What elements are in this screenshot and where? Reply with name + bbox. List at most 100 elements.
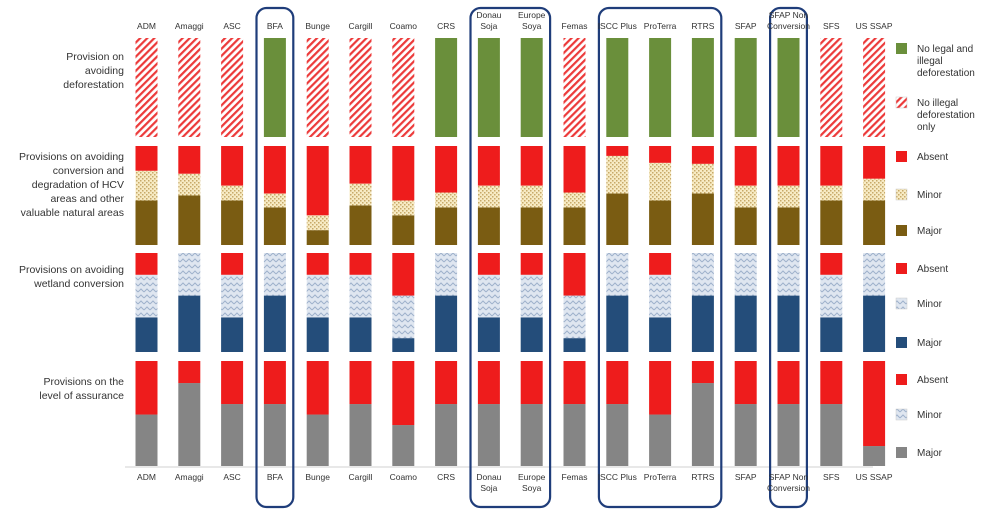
category-label-top: ISCC Plus (598, 21, 637, 31)
bar-segment-major-adm (135, 200, 158, 245)
bar-segment-minor-sfap (734, 185, 757, 208)
bar-segment-minor-proterra (649, 274, 672, 318)
bar-segment-absent-bfa (263, 146, 286, 194)
bar-segment-minor-asc (221, 274, 244, 318)
legend-label-major: Major (917, 226, 943, 237)
bar-segment-major-femas (563, 404, 586, 466)
bar-segment-absent-femas (563, 146, 586, 193)
bar-segment-absent-coamo (392, 146, 415, 201)
bar-segment-major-sfs (820, 200, 843, 245)
bar-segment-absent-rtrs (691, 146, 714, 164)
bar-segment-absent-iscc-plus (606, 361, 629, 405)
category-label-bottom: Femas (562, 472, 588, 482)
bar-segment-absent-amaggi (178, 146, 201, 174)
bar-segment-major-sfap (734, 295, 757, 352)
bar-segment-absent-iscc-plus (606, 146, 629, 156)
bar-segment-major-rtrs (691, 295, 714, 352)
bar-segment-minor-donau-soja (477, 185, 500, 208)
bar-segment-absent-us-ssap (863, 146, 886, 179)
category-label-bottom: Coamo (390, 472, 418, 482)
bar-segment-major-rtrs (691, 383, 714, 466)
category-label-bottom: Amaggi (175, 472, 204, 482)
panel-label: areas and other (50, 193, 124, 205)
panel-label: level of assurance (39, 390, 124, 402)
category-label-bottom: ADM (137, 472, 156, 482)
category-label-top: Amaggi (175, 21, 204, 31)
bar-segment-major-us-ssap (863, 446, 886, 466)
legend-label-minor: Minor (917, 190, 943, 201)
bar-segment-major-coamo (392, 338, 415, 352)
category-label-top: SFAP (735, 21, 757, 31)
bar-segment-major-cargill (349, 205, 372, 245)
legend-swatch-major (896, 225, 907, 236)
legend-swatch-major (896, 337, 907, 348)
bar-segment-minor-coamo (392, 200, 415, 216)
bar-segment-no-illegal-deforestation-only-adm (135, 38, 158, 137)
panel-label: conversion and (53, 165, 124, 177)
bar-segment-major-cargill (349, 317, 372, 352)
legend-label-major: Major (917, 338, 943, 349)
legend-swatch-no-legal-and-illegal-deforestation (896, 43, 907, 54)
legend-label-absent: Absent (917, 264, 948, 275)
panel-label: Provisions on avoiding (19, 264, 124, 276)
bar-segment-absent-sfs (820, 253, 843, 275)
highlight-box-donau-soja-europe-soya (469, 6, 552, 509)
bar-segment-absent-europe-soya (520, 361, 543, 405)
bar-segment-absent-coamo (392, 361, 415, 426)
bar-segment-minor-crs (435, 253, 458, 296)
bar-segment-major-europe-soya (520, 404, 543, 466)
bar-segment-major-bunge (306, 317, 329, 352)
bar-segment-no-illegal-deforestation-only-us-ssap (863, 38, 886, 137)
category-label-bottom: Conversion (767, 483, 810, 493)
bar-segment-no-illegal-deforestation-only-cargill (349, 38, 372, 137)
bar-segment-absent-femas (563, 361, 586, 405)
bar-segment-no-legal-and-illegal-deforestation-bfa (263, 38, 286, 137)
bar-segment-absent-adm (135, 146, 158, 171)
legend-label-minor: Minor (917, 410, 943, 421)
bar-segment-minor-amaggi (178, 253, 201, 296)
category-label-bottom: CRS (437, 472, 455, 482)
category-label-top: Soya (522, 21, 542, 31)
bar-segment-major-bfa (263, 207, 286, 245)
bar-segment-no-illegal-deforestation-only-coamo (392, 38, 415, 137)
category-label-top: ADM (137, 21, 156, 31)
bar-segment-major-bunge (306, 230, 329, 245)
bar-segment-major-coamo (392, 215, 415, 245)
bar-segment-major-sfap-non-conversion (777, 207, 800, 245)
bar-segment-minor-rtrs (691, 253, 714, 296)
category-label-top: US SSAP (856, 21, 893, 31)
bar-segment-absent-sfs (820, 146, 843, 186)
bar-segment-major-bfa (263, 295, 286, 352)
legend-swatch-absent (896, 151, 907, 162)
bar-segment-absent-sfap (734, 361, 757, 405)
bar-segment-major-donau-soja (477, 207, 500, 245)
panel-label: degradation of HCV (32, 179, 124, 191)
category-label-top: Coamo (390, 21, 418, 31)
legend-label-no-illegal-deforestation-only: deforestation (917, 110, 975, 121)
category-label-bottom: SFAP (735, 472, 757, 482)
legend-swatch-major (896, 447, 907, 458)
bar-segment-minor-adm (135, 170, 158, 201)
bar-segment-absent-proterra (649, 361, 672, 415)
category-label-bottom: US SSAP (856, 472, 893, 482)
panel-label: deforestation (63, 79, 124, 91)
bar-segment-absent-crs (435, 146, 458, 193)
bar-segment-major-donau-soja (477, 317, 500, 352)
bar-segment-major-sfap (734, 207, 757, 245)
legend-label-major: Major (917, 448, 943, 459)
bar-segment-major-sfap-non-conversion (777, 295, 800, 352)
bar-segment-major-europe-soya (520, 317, 543, 352)
bar-segment-no-legal-and-illegal-deforestation-proterra (649, 38, 672, 137)
bar-segment-absent-rtrs (691, 361, 714, 384)
bar-segment-absent-bunge (306, 146, 329, 216)
bar-segment-minor-amaggi (178, 173, 201, 196)
bar-segment-minor-europe-soya (520, 185, 543, 208)
category-label-top: BFA (267, 21, 283, 31)
category-label-top: Bunge (305, 21, 330, 31)
bar-segment-minor-iscc-plus (606, 155, 629, 194)
bar-segment-minor-cargill (349, 274, 372, 318)
category-label-top: Soja (480, 21, 497, 31)
panel-label: Provision on (66, 51, 124, 63)
bar-segment-major-bunge (306, 414, 329, 466)
bar-segment-absent-us-ssap (863, 361, 886, 447)
